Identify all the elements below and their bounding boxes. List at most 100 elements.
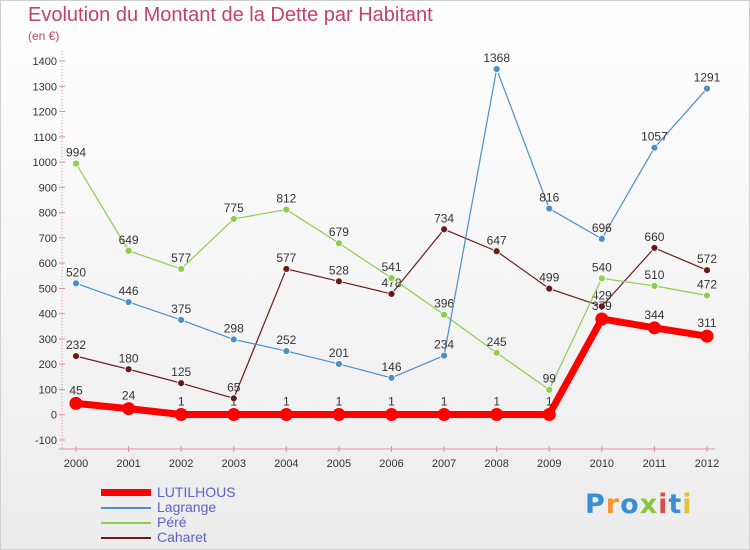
- data-point-lagrange: [387, 373, 396, 382]
- data-point-lagrange: [492, 65, 501, 73]
- y-tick-label: 600: [39, 258, 57, 270]
- x-tick-label: 2002: [169, 458, 193, 470]
- data-label-lutilhous: 1: [441, 394, 448, 408]
- data-label-lutilhous: 1: [283, 394, 290, 408]
- y-tick-label: 1000: [33, 157, 57, 169]
- data-point-pr: [72, 159, 80, 168]
- proxiti-logo: Proxiti: [585, 489, 693, 520]
- y-tick-label: 400: [39, 309, 57, 321]
- x-tick-label: 2012: [695, 458, 719, 470]
- data-point-lutilhous: [332, 407, 346, 421]
- data-point-lutilhous: [174, 407, 188, 421]
- y-tick-label: 1100: [33, 132, 57, 144]
- x-tick-label: 2010: [590, 458, 614, 470]
- y-tick-label: 100: [39, 384, 57, 396]
- legend-swatch: [101, 521, 151, 524]
- data-point-caharet: [597, 302, 606, 311]
- data-label-pr: 541: [381, 260, 401, 274]
- data-label-caharet: 528: [329, 263, 349, 277]
- data-label-lutilhous: 1: [230, 394, 237, 408]
- data-point-caharet: [703, 266, 711, 275]
- data-label-caharet: 180: [119, 351, 139, 365]
- data-label-lagrange: 375: [171, 302, 191, 316]
- data-point-pr: [335, 239, 343, 248]
- data-point-pr: [282, 205, 291, 214]
- data-point-pr: [440, 310, 448, 319]
- data-label-lutilhous: 1: [336, 394, 343, 408]
- data-point-lutilhous: [279, 407, 293, 421]
- x-tick-label: 2007: [432, 458, 456, 470]
- data-label-lutilhous: 311: [697, 316, 716, 330]
- data-label-lutilhous: 24: [122, 389, 136, 403]
- data-label-caharet: 125: [171, 365, 191, 379]
- data-point-caharet: [492, 247, 501, 256]
- data-label-lagrange: 1368: [483, 51, 510, 65]
- data-label-lagrange: 234: [434, 338, 454, 352]
- data-label-lagrange: 298: [224, 321, 244, 335]
- data-label-lagrange: 696: [592, 221, 612, 235]
- x-tick-label: 2004: [274, 458, 298, 470]
- y-tick-label: 500: [39, 283, 57, 295]
- data-point-caharet: [387, 290, 396, 298]
- y-tick-label: 300: [39, 334, 57, 346]
- logo-letter: o: [620, 489, 640, 520]
- x-tick-label: 2001: [116, 458, 140, 470]
- data-point-caharet: [440, 225, 448, 234]
- y-tick-label: 700: [39, 233, 57, 245]
- data-label-lutilhous: 1: [388, 394, 395, 408]
- logo-letter: P: [585, 489, 606, 520]
- data-label-pr: 99: [543, 372, 557, 386]
- y-tick-label: 900: [39, 182, 57, 194]
- data-point-pr: [177, 265, 186, 273]
- x-tick-label: 2008: [484, 458, 508, 470]
- data-label-caharet: 572: [697, 252, 717, 266]
- data-label-caharet: 577: [276, 251, 296, 265]
- logo-letter: r: [605, 489, 621, 520]
- data-label-lutilhous: 379: [592, 299, 612, 313]
- chart-unit: (en €): [28, 29, 60, 43]
- legend-swatch: [101, 536, 151, 539]
- data-label-lagrange: 201: [329, 346, 349, 360]
- legend-item-caharet: Caharet: [101, 530, 236, 545]
- legend-label: Caharet: [157, 529, 207, 545]
- logo-letter: i: [658, 489, 669, 520]
- data-point-lagrange: [703, 84, 711, 93]
- y-tick-label: 1300: [33, 81, 57, 93]
- x-tick-label: 2000: [64, 458, 88, 470]
- data-label-lagrange: 1057: [641, 130, 668, 144]
- data-point-lutilhous: [542, 407, 556, 421]
- data-point-lagrange: [597, 234, 606, 243]
- data-label-pr: 245: [487, 335, 507, 349]
- data-point-caharet: [72, 352, 80, 361]
- data-point-lagrange: [650, 143, 659, 152]
- data-point-caharet: [335, 277, 343, 286]
- legend-item-pere: Péré: [101, 515, 236, 530]
- logo-letter: i: [682, 489, 693, 520]
- x-tick-label: 2005: [327, 458, 351, 470]
- data-label-pr: 775: [224, 201, 244, 215]
- data-point-lagrange: [177, 316, 186, 324]
- data-point-lutilhous: [69, 396, 83, 410]
- data-label-pr: 396: [434, 297, 454, 311]
- data-point-lutilhous: [385, 407, 398, 421]
- data-label-caharet: 647: [487, 233, 507, 247]
- legend-label: Péré: [157, 514, 187, 530]
- legend-swatch: [101, 489, 151, 496]
- x-tick-label: 2003: [222, 458, 246, 470]
- data-point-caharet: [229, 394, 238, 403]
- logo-letter: t: [668, 489, 683, 520]
- data-point-lutilhous: [700, 329, 714, 343]
- x-tick-label: 2011: [643, 458, 667, 470]
- y-tick-label: -100: [35, 435, 57, 447]
- legend-item-lutilhous: LUTILHOUS: [101, 485, 236, 500]
- data-point-caharet: [177, 379, 186, 388]
- data-label-pr: 577: [171, 251, 191, 265]
- data-point-caharet: [124, 365, 133, 374]
- data-label-pr: 540: [592, 260, 612, 274]
- data-point-lagrange: [282, 347, 291, 355]
- data-label-lagrange: 446: [119, 284, 139, 298]
- y-tick-label: 1200: [33, 107, 57, 119]
- data-label-pr: 679: [329, 225, 349, 239]
